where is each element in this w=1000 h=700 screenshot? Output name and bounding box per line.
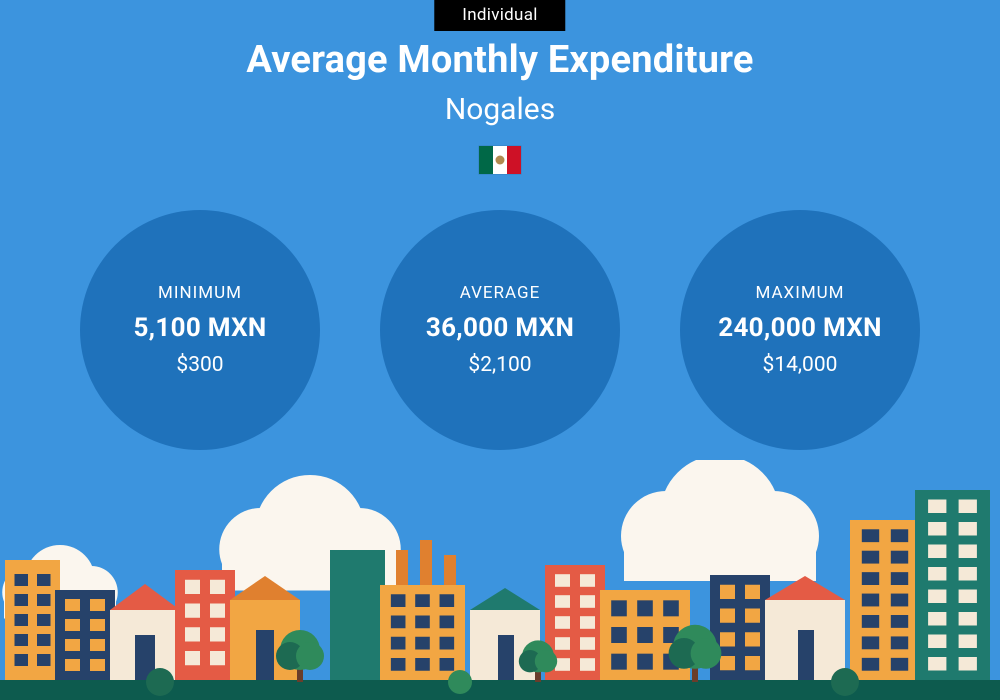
flag-stripe-red [507,146,521,174]
stat-circles-row: MINIMUM 5,100 MXN $300 AVERAGE 36,000 MX… [0,210,1000,450]
stat-secondary: $2,100 [468,353,531,377]
stat-secondary: $14,000 [763,353,838,377]
flag-stripe-green [479,146,493,174]
flag-stripe-white [493,146,507,174]
stat-circle-minimum: MINIMUM 5,100 MXN $300 [80,210,320,450]
stat-primary: 240,000 MXN [718,313,882,343]
stat-primary: 36,000 MXN [426,313,574,343]
stat-label: MAXIMUM [755,283,844,303]
stat-circle-maximum: MAXIMUM 240,000 MXN $14,000 [680,210,920,450]
stat-circle-average: AVERAGE 36,000 MXN $2,100 [380,210,620,450]
main-title: Average Monthly Expenditure [0,38,1000,82]
stat-label: AVERAGE [460,283,541,303]
stat-secondary: $300 [176,353,223,377]
city-name: Nogales [0,92,1000,127]
stat-label: MINIMUM [158,283,242,303]
stat-primary: 5,100 MXN [133,313,266,343]
category-badge: Individual [434,0,565,31]
infographic-canvas: Individual Average Monthly Expenditure N… [0,0,1000,700]
mexico-flag-icon [479,146,521,174]
cityscape-illustration [0,460,1000,700]
flag-emblem [496,156,505,165]
